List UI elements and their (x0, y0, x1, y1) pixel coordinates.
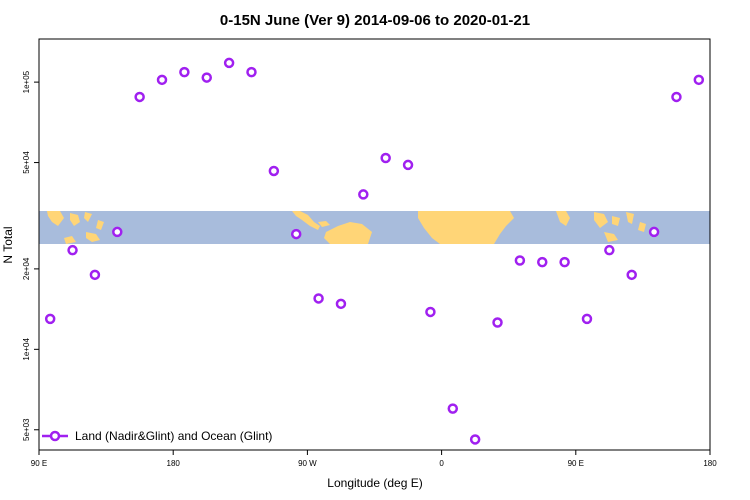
data-points (44, 57, 705, 445)
data-point (67, 244, 78, 256)
map-land (47, 211, 646, 244)
y-tick-label: 5e+03 (22, 418, 31, 441)
data-point (514, 255, 526, 266)
data-point (134, 91, 145, 103)
data-point (537, 256, 548, 268)
data-point (290, 228, 302, 240)
data-point (402, 159, 414, 171)
data-point (604, 244, 615, 256)
data-point (335, 298, 347, 310)
legend: Land (Nadir&Glint) and Ocean (Glint) (42, 429, 272, 443)
y-axis-label: N Total (1, 226, 15, 263)
data-point (223, 57, 235, 69)
data-point (693, 74, 705, 86)
data-point (313, 293, 324, 304)
data-point (492, 317, 503, 328)
data-point (44, 313, 56, 325)
x-tick-label: 180 (167, 459, 181, 468)
data-point (447, 403, 459, 414)
data-point (246, 66, 257, 78)
data-point (179, 66, 190, 78)
background-map (39, 211, 710, 244)
data-point (626, 269, 637, 281)
data-point (469, 434, 481, 445)
x-tick-label: 90 W (298, 459, 317, 468)
y-tick-label: 2e+04 (22, 257, 31, 280)
x-axis: 90 E 180 90 W 0 90 E 180 (31, 450, 717, 468)
data-point (201, 72, 212, 83)
legend-label: Land (Nadir&Glint) and Ocean (Glint) (75, 429, 272, 443)
data-point (112, 226, 123, 238)
x-tick-label: 0 (439, 459, 444, 468)
x-tick-label: 180 (703, 459, 717, 468)
x-tick-label: 90 E (568, 459, 584, 468)
data-point (156, 74, 168, 86)
data-point (671, 91, 682, 103)
y-tick-label: 5e+04 (22, 151, 31, 174)
data-point (380, 152, 391, 164)
data-point (581, 313, 593, 325)
chart-title: 0-15N June (Ver 9) 2014-09-06 to 2020-01… (220, 12, 530, 29)
data-point (559, 256, 570, 268)
data-point (358, 189, 369, 200)
data-point (89, 269, 101, 281)
plot-frame (38, 38, 711, 451)
data-point (648, 226, 660, 238)
data-point (425, 306, 436, 318)
y-tick-label: 1e+04 (22, 338, 31, 361)
x-tick-label: 90 E (31, 459, 47, 468)
legend-marker (49, 430, 61, 442)
y-axis: 5e+03 1e+04 2e+04 5e+04 1e+05 (22, 70, 39, 441)
x-axis-label: Longitude (deg E) (327, 476, 422, 490)
data-point (268, 165, 280, 177)
y-tick-label: 1e+05 (22, 70, 31, 93)
